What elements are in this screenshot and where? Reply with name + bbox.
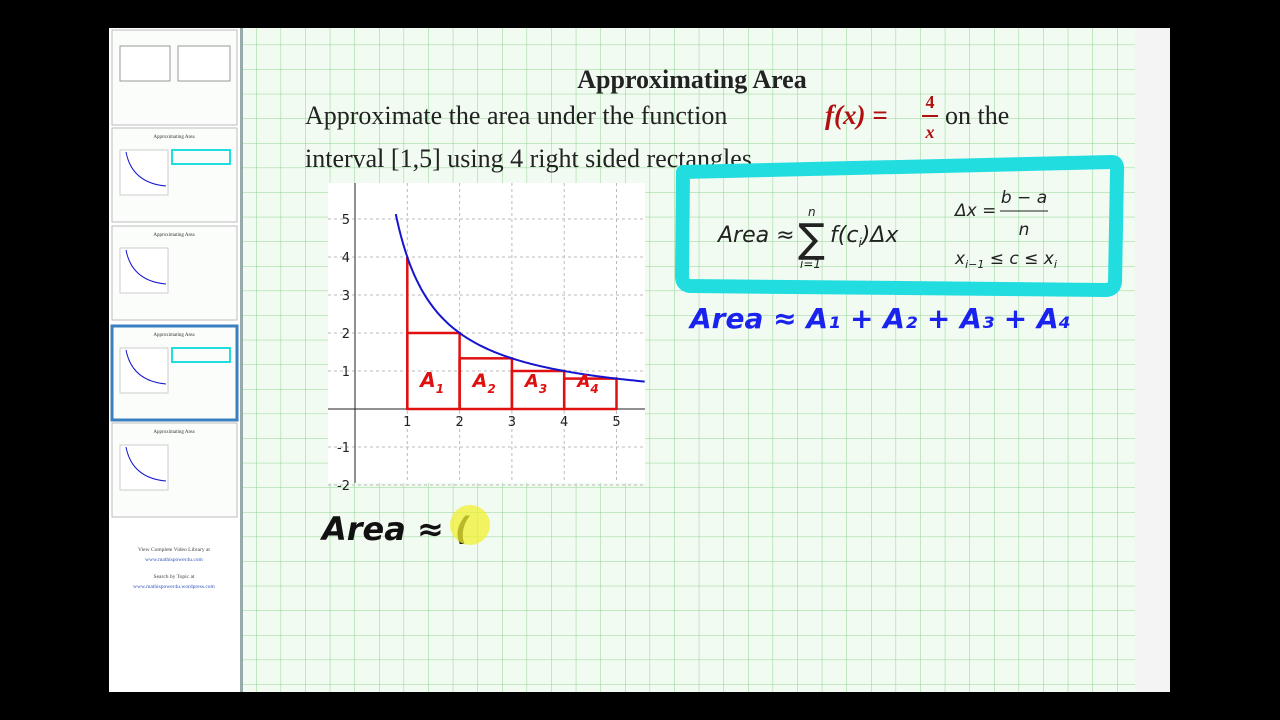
handwritten-note: Area ≈ A₁ + A₂ + A₃ + A₄	[688, 302, 1071, 335]
thumbnail-title: Approximating Area	[153, 233, 195, 238]
y-tick-label: 3	[342, 289, 350, 304]
sidebar-footer: www.mathispower4u.wordpress.com	[133, 584, 215, 590]
sidebar-footer: Search by Topic at	[154, 574, 195, 580]
problem-text: on the	[945, 101, 1009, 130]
formula-part: x	[954, 249, 966, 269]
slide-title: Approximating Area	[577, 65, 806, 94]
formula-sub: i	[1054, 258, 1057, 271]
sidebar-footer: www.mathispower4u.com	[145, 557, 203, 563]
thumbnail-graph	[177, 45, 231, 82]
formula-text: xi−1 ≤ c ≤ xi	[954, 249, 1057, 271]
thumbnail-curve	[125, 151, 167, 187]
function-curve	[394, 213, 645, 383]
handwritten-note: Area ≈ (	[319, 510, 470, 548]
rect-label: A2	[471, 370, 496, 396]
thumbnail-curve	[125, 249, 167, 285]
x-tick-label: 3	[508, 415, 516, 430]
rect-label-sub: 1	[436, 382, 444, 396]
rect-label-letter: A	[418, 368, 435, 392]
sidebar-border	[240, 28, 243, 692]
rect-label: A4	[575, 372, 599, 396]
formula-sub: i	[858, 236, 862, 250]
thumbnail-graph	[119, 444, 169, 491]
formula-text: Area ≈	[716, 223, 795, 248]
thumbnail-graph	[119, 347, 169, 394]
thumbnail-graph	[119, 149, 169, 196]
rect-label-sub: 3	[539, 382, 547, 396]
thumbnail-curve	[125, 446, 167, 482]
x-tick-label: 4	[560, 415, 568, 430]
thumbnail-title: Approximating Area	[153, 430, 195, 435]
formula-text: f(ci)Δx	[830, 223, 899, 250]
cursor-highlight	[450, 505, 490, 545]
y-tick-label: 5	[342, 213, 350, 228]
rect-label: A1	[418, 368, 444, 396]
riemann-rectangle	[562, 377, 618, 411]
formula-sub: i−1	[965, 258, 984, 271]
rect-label-letter: A	[575, 372, 590, 392]
y-tick-label: 1	[342, 365, 350, 380]
y-tick-label: -1	[337, 441, 350, 456]
formula-sum: ∑	[798, 216, 825, 262]
thumbnail-curve	[125, 349, 167, 385]
x-tick-label: 2	[455, 415, 463, 430]
rect-label-sub: 4	[589, 382, 598, 396]
formula-text: i=1	[800, 257, 821, 271]
function-lhs: f(x) =	[825, 100, 888, 130]
thumbnail-title: Approximating Area	[153, 135, 195, 140]
highlight-box	[675, 155, 1125, 297]
thumbnail-graph	[119, 45, 171, 82]
rect-label-letter: A	[471, 370, 488, 392]
thumbnail-graph	[119, 247, 169, 294]
scroll-strip	[1135, 28, 1170, 692]
x-tick-label: 1	[403, 415, 411, 430]
rect-label-sub: 2	[487, 382, 495, 396]
thumbnail-title: Approximating Area	[153, 333, 195, 338]
y-tick-label: -2	[337, 479, 350, 494]
formula-part: )Δx	[860, 223, 900, 248]
x-tick-label: 5	[612, 415, 620, 430]
sidebar-footer: View Complete Video Library at	[138, 547, 210, 553]
y-tick-label: 2	[342, 327, 350, 342]
formula-text: n	[808, 205, 816, 219]
function-numerator: 4	[926, 92, 935, 112]
formula-part: f(c	[830, 223, 858, 248]
thumbnail-box	[171, 347, 231, 363]
formula-text: Δx =	[953, 201, 996, 221]
thumbnail-box	[171, 149, 231, 165]
function-denominator: x	[925, 122, 935, 142]
formula-text: b − a	[1001, 188, 1047, 208]
thumbnails: Approximating Area Approximating Area Appr…	[110, 29, 239, 590]
y-tick-label: 4	[342, 251, 350, 266]
rect-label: A3	[523, 371, 547, 396]
problem-text: Approximate the area under the function	[305, 101, 727, 130]
rect-label-letter: A	[523, 371, 539, 392]
formula-part: ≤ c ≤ x	[984, 249, 1054, 269]
formula-text: n	[1019, 220, 1030, 240]
